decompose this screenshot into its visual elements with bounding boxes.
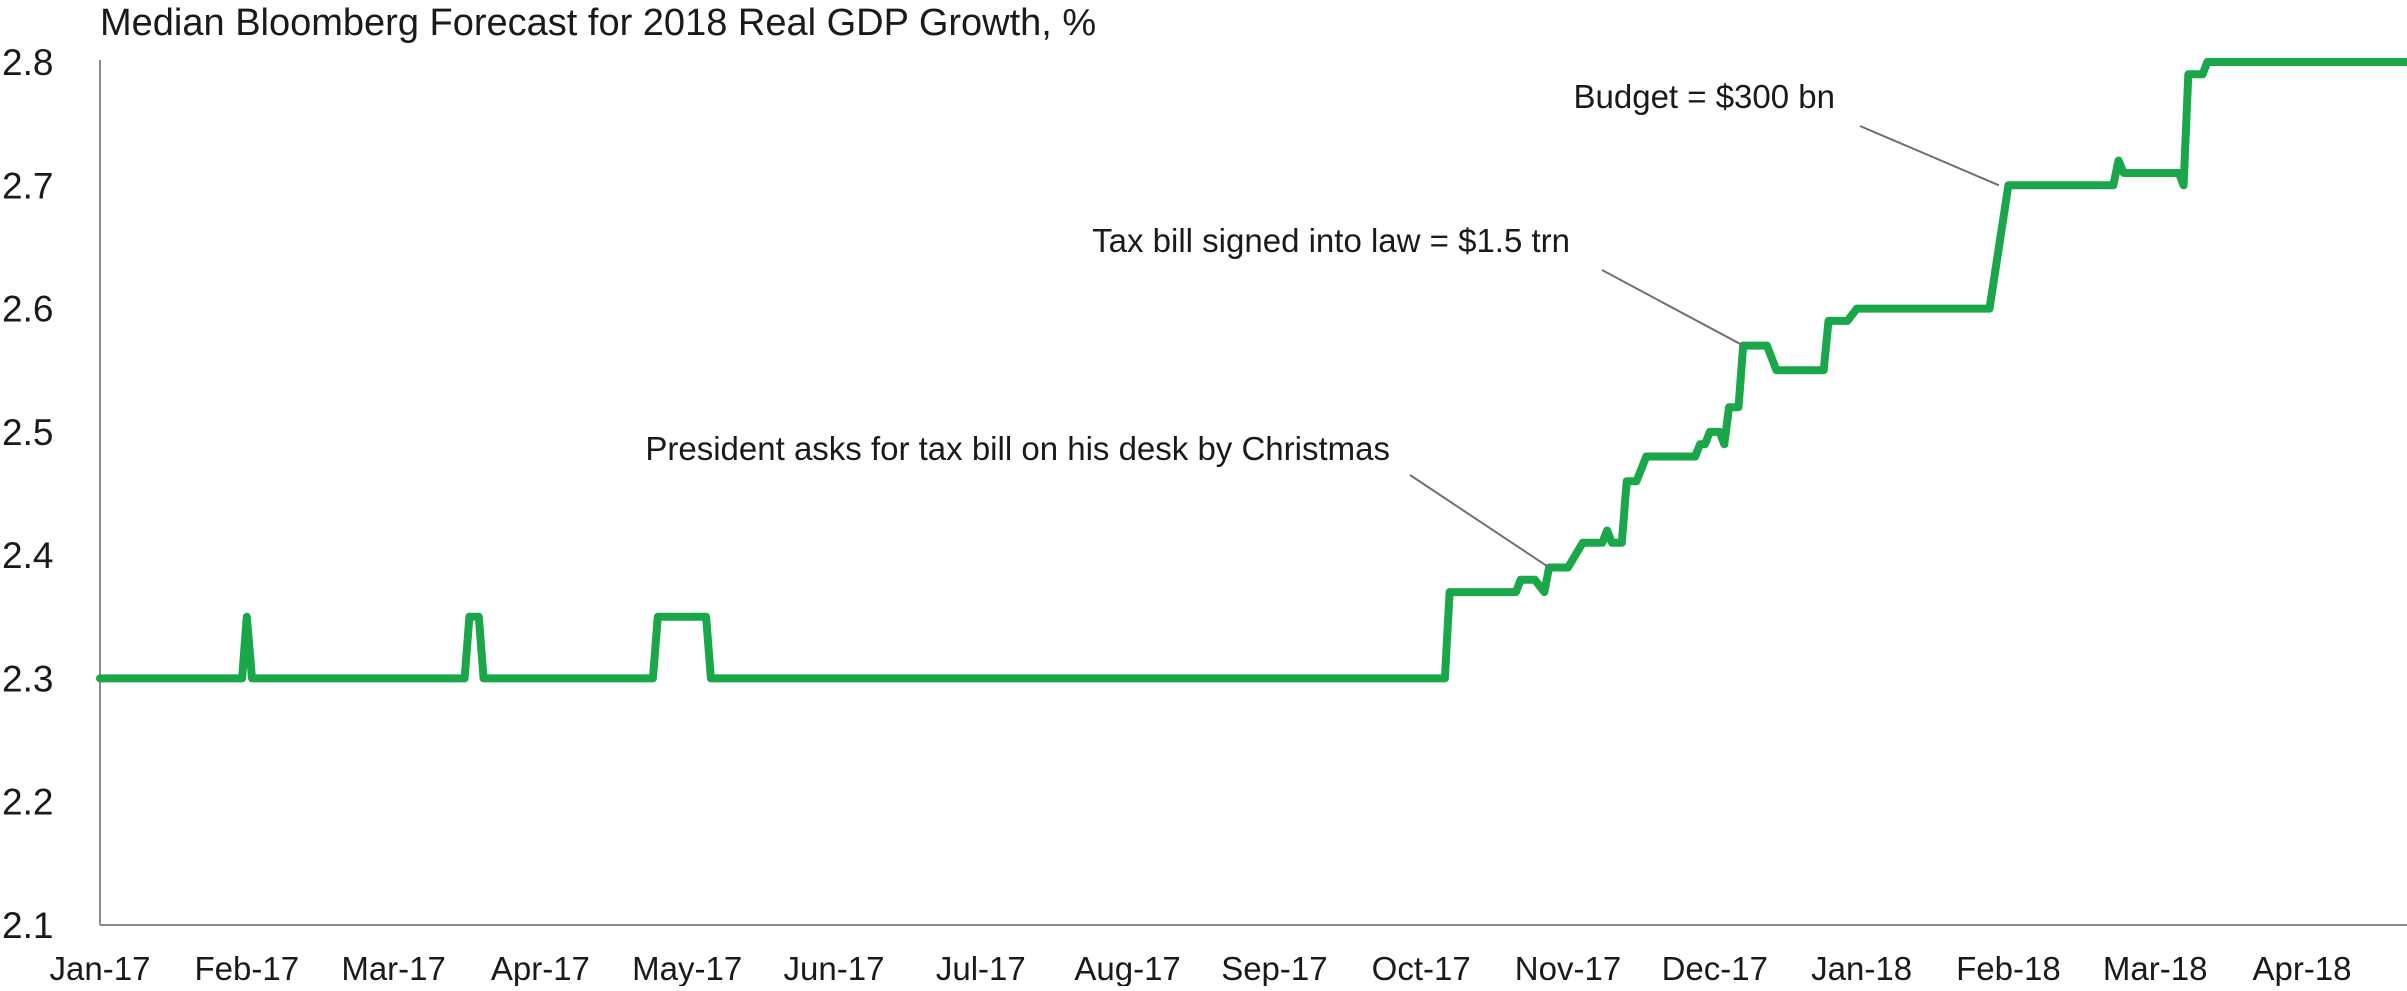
x-tick-label: Apr-17 — [491, 950, 590, 986]
annotation-leader-line — [1859, 125, 2000, 187]
x-tick-label: Jan-17 — [50, 950, 151, 986]
x-tick-label: Feb-18 — [1956, 950, 2061, 986]
x-tick-label: Sep-17 — [1221, 950, 1327, 986]
annotation-leader-line — [1601, 269, 1744, 347]
series-line — [96, 58, 2407, 683]
x-tick-label: Jan-18 — [1811, 950, 1912, 986]
chart-title: Median Bloomberg Forecast for 2018 Real … — [100, 2, 1097, 44]
annotation-label: President asks for tax bill on his desk … — [645, 430, 1390, 467]
y-tick-label: 2.7 — [2, 165, 53, 206]
y-tick-label: 2.3 — [2, 658, 53, 699]
x-tick-label: Jul-17 — [936, 950, 1026, 986]
y-tick-label: 2.8 — [2, 42, 53, 83]
annotation-leader-line — [1409, 474, 1550, 569]
y-tick-label: 2.6 — [2, 289, 53, 330]
x-tick-label: Apr-18 — [2252, 950, 2351, 986]
x-tick-label: Dec-17 — [1662, 950, 1768, 986]
y-tick-label: 2.4 — [2, 535, 53, 576]
x-tick-label: Aug-17 — [1074, 950, 1180, 986]
annotation-label: Budget = $300 bn — [1574, 78, 1836, 115]
x-tick-label: Jun-17 — [784, 950, 885, 986]
x-tick-label: Feb-17 — [195, 950, 300, 986]
y-tick-label: 2.2 — [2, 782, 53, 823]
x-tick-label: May-17 — [632, 950, 742, 986]
x-tick-label: Nov-17 — [1515, 950, 1621, 986]
y-tick-label: 2.5 — [2, 412, 53, 453]
x-tick-label: Mar-17 — [341, 950, 446, 986]
x-tick-label: Mar-18 — [2103, 950, 2208, 986]
x-tick-label: Oct-17 — [1372, 950, 1471, 986]
annotation-label: Tax bill signed into law = $1.5 trn — [1092, 222, 1570, 259]
y-tick-label: 2.1 — [2, 905, 53, 946]
